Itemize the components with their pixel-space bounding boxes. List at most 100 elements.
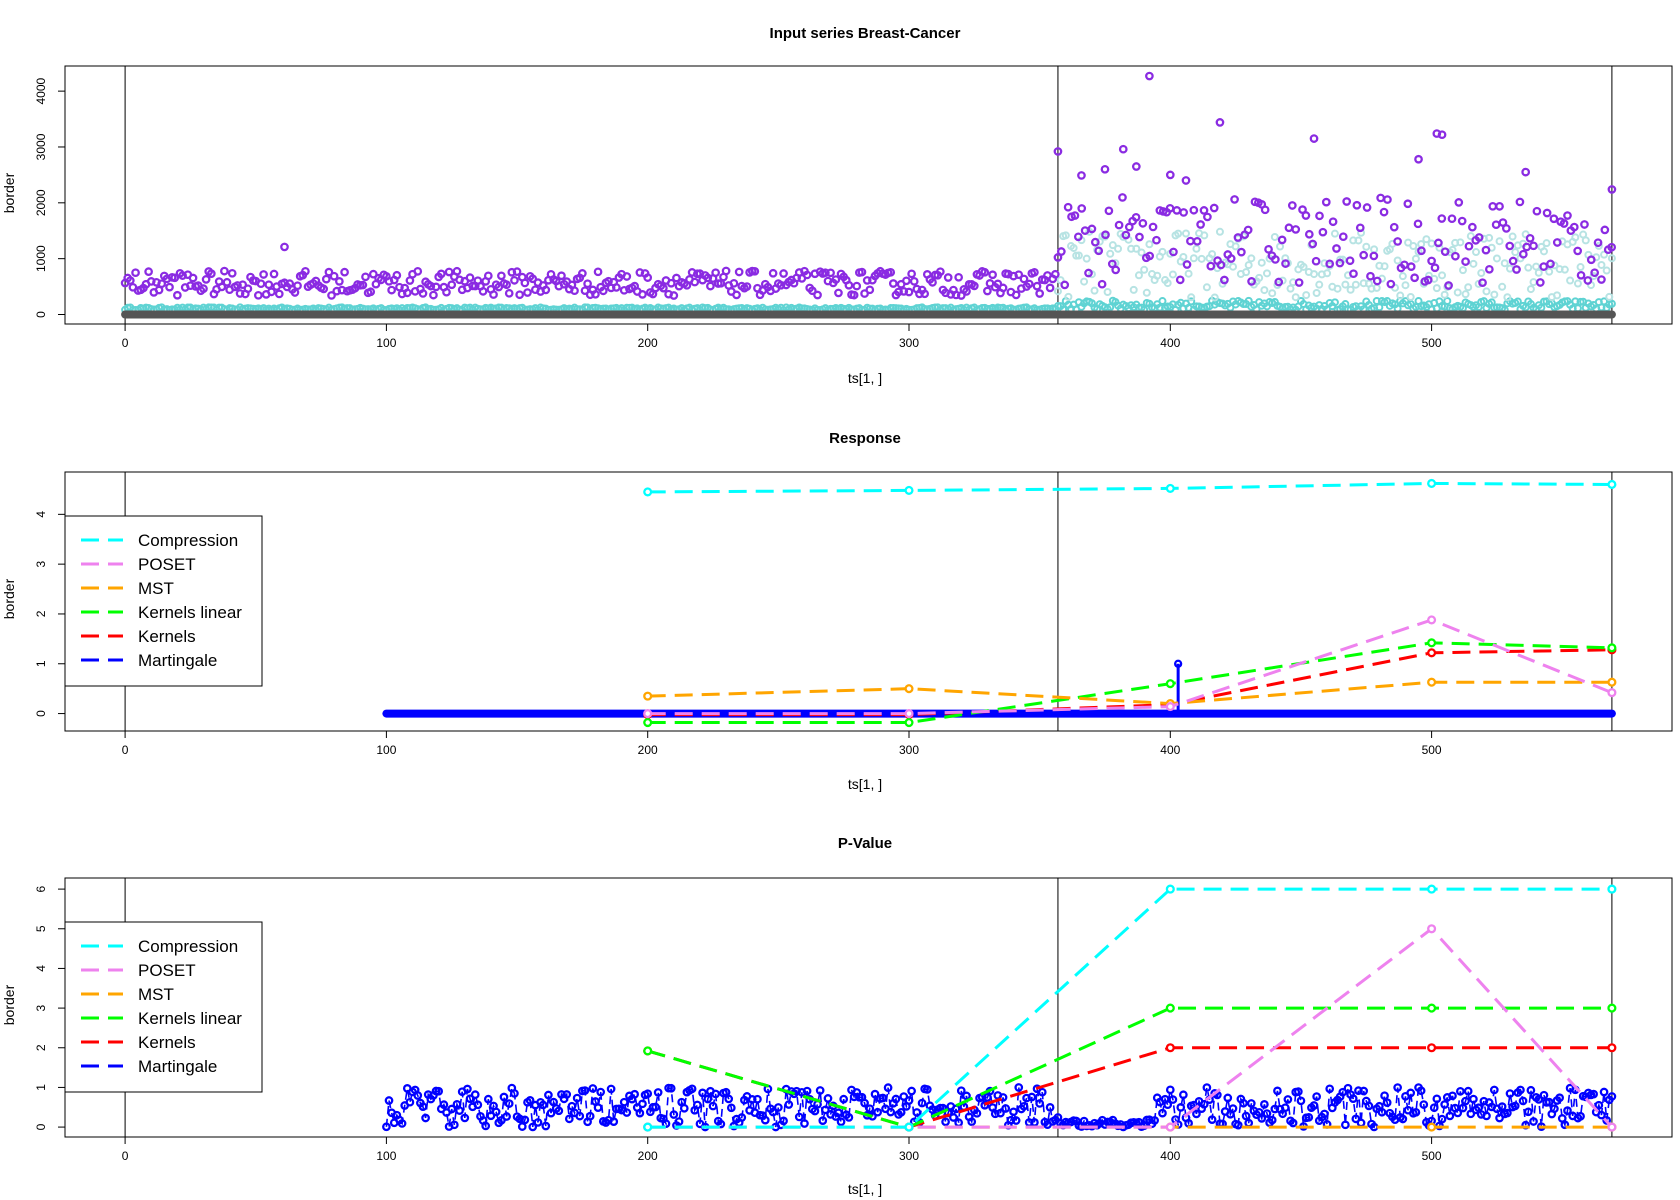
mst-point: [1607, 677, 1617, 687]
data-point-purple: [1206, 261, 1216, 271]
data-point-lightblue: [1346, 285, 1355, 294]
data-point-purple: [1260, 205, 1270, 215]
y-tick-label: 4: [34, 511, 48, 518]
martingale-point: [865, 1104, 875, 1114]
martingale-point: [434, 1086, 444, 1096]
response-title: Response: [829, 430, 901, 447]
data-point-purple: [1430, 263, 1440, 273]
data-point-lightblue: [1145, 240, 1154, 249]
data-point-lightblue: [1571, 233, 1580, 242]
data-point-purple: [1107, 259, 1117, 269]
martingale-point: [481, 1121, 491, 1131]
data-point-purple: [1138, 218, 1148, 228]
martingale-point: [1437, 1114, 1447, 1124]
data-point-purple: [1532, 206, 1542, 216]
martingale-point: [1607, 1092, 1617, 1101]
data-point-purple: [1243, 225, 1253, 235]
data-point-purple: [1437, 130, 1447, 140]
data-point-lightblue: [1315, 280, 1324, 289]
martingale-point: [541, 1121, 551, 1131]
data-point-lightblue: [1409, 241, 1418, 250]
data-point-purple: [1311, 256, 1321, 266]
martingale-point: [1304, 1113, 1314, 1122]
data-point-lightblue: [1215, 227, 1224, 236]
data-point-lightblue: [1103, 287, 1112, 296]
data-point-lightblue: [1406, 292, 1415, 301]
data-point-purple: [734, 267, 744, 277]
martingale-point: [904, 1096, 914, 1105]
data-point-purple: [1111, 265, 1121, 275]
martingale-point: [609, 1117, 619, 1126]
data-point-purple: [1406, 262, 1416, 271]
martingale-point: [800, 1119, 809, 1128]
data-point-purple: [578, 269, 587, 278]
martingale-point: [1510, 1101, 1520, 1111]
data-point-lightblue: [1477, 269, 1486, 278]
data-point-purple: [1539, 262, 1549, 271]
poset-point: [1607, 688, 1617, 698]
kernels-linear-point: [643, 1046, 653, 1056]
data-point-purple: [1014, 270, 1024, 280]
martingale-point: [1223, 1093, 1233, 1103]
data-point-lightblue: [1108, 241, 1117, 250]
data-point-purple: [1569, 222, 1579, 232]
data-point-lightblue: [1597, 260, 1606, 269]
data-point-purple: [1233, 233, 1243, 242]
data-point-purple: [157, 279, 167, 289]
data-point-lightblue: [1545, 267, 1554, 276]
data-point-purple: [301, 266, 310, 276]
data-point-purple: [998, 283, 1008, 293]
poset-point: [1165, 702, 1175, 712]
martingale-point: [737, 1113, 747, 1122]
compression-point: [1607, 479, 1617, 490]
data-point-purple: [1434, 238, 1443, 248]
data-point-purple: [170, 273, 180, 283]
data-point-purple: [711, 268, 720, 278]
data-point-purple: [1216, 260, 1226, 270]
data-point-lightblue: [1260, 286, 1269, 295]
data-point-purple: [1414, 154, 1423, 164]
data-point-purple: [1389, 222, 1399, 232]
data-point-purple: [1024, 279, 1034, 289]
martingale-point: [810, 1106, 820, 1116]
martingale-point: [779, 1116, 788, 1126]
data-point-purple: [666, 278, 676, 288]
data-point-purple: [465, 273, 475, 282]
data-point-purple: [904, 287, 914, 297]
data-point-purple: [1546, 259, 1555, 269]
data-point-cyan: [1513, 297, 1522, 306]
data-point-lightblue: [1140, 265, 1149, 274]
martingale-point: [1179, 1090, 1188, 1100]
martingale-point: [460, 1113, 470, 1123]
data-point-lightblue: [1529, 278, 1538, 287]
martingale-point: [1518, 1096, 1528, 1106]
data-point-purple: [920, 289, 930, 299]
data-point-lightblue: [1432, 284, 1441, 293]
martingale-point: [562, 1090, 572, 1099]
data-point-purple: [1277, 235, 1287, 245]
data-point-purple: [1145, 251, 1155, 261]
martingale-point: [510, 1089, 519, 1098]
martingale-point: [802, 1086, 812, 1096]
data-point-purple: [1203, 212, 1212, 222]
martingale-point: [679, 1103, 689, 1113]
data-point-lightblue: [1114, 244, 1123, 253]
x-tick-label: 200: [638, 336, 658, 350]
data-point-lightblue: [1299, 262, 1308, 271]
martingale-point: [585, 1111, 595, 1121]
x-tick-label: 100: [376, 743, 396, 757]
data-point-purple: [1070, 211, 1080, 220]
poset-point: [1165, 1122, 1175, 1132]
data-point-purple: [1505, 241, 1515, 251]
data-point-purple: [1342, 197, 1352, 206]
data-point-purple: [1488, 201, 1498, 211]
data-point-lightblue: [1187, 293, 1196, 302]
data-point-purple: [638, 290, 647, 299]
martingale-point: [447, 1104, 457, 1114]
legend: Compression POSET MST Kernels linear Kernels…: [64, 515, 263, 687]
martingale-point: [1411, 1107, 1421, 1117]
martingale-point: [698, 1088, 707, 1098]
data-point-purple: [1542, 208, 1552, 218]
data-point-purple: [1518, 249, 1528, 259]
data-point-purple: [366, 287, 376, 297]
